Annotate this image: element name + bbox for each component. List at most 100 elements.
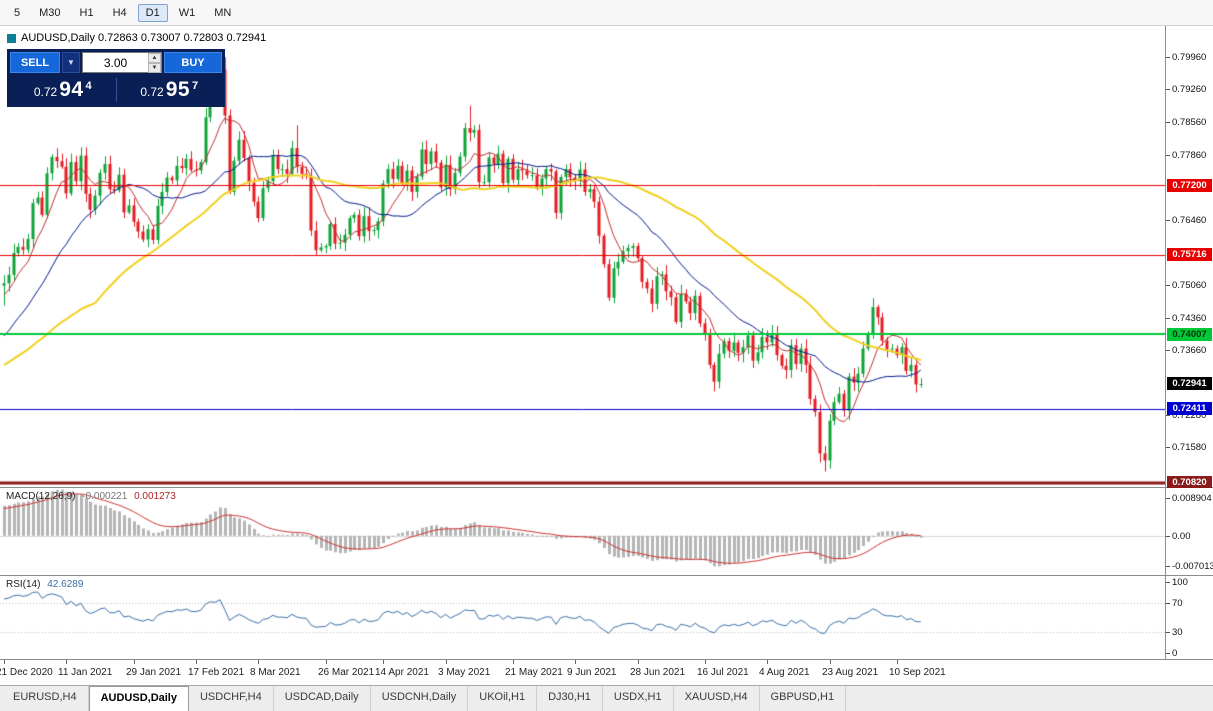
axis-tick-label: 0.71580 [1172, 442, 1207, 453]
date-label: 28 Jun 2021 [630, 667, 686, 678]
rsi-axis[interactable]: 100 70 30 0 [1165, 576, 1213, 659]
volume-decrease-button[interactable]: ▼ [148, 63, 161, 73]
date-tick-mark [638, 660, 639, 664]
axis-tick-mark [1166, 220, 1170, 221]
date-label: 29 Jan 2021 [126, 667, 182, 678]
axis-tick-mark [1166, 603, 1170, 604]
axis-tick-label: 70 [1172, 598, 1183, 609]
timeframe-button-h1[interactable]: H1 [79, 6, 94, 19]
timeframe-button-m30[interactable]: M30 [39, 6, 61, 19]
date-tick-mark [767, 660, 768, 664]
macd-canvas[interactable] [0, 488, 1165, 575]
date-tick-mark [575, 660, 576, 664]
axis-tick-label: 0.008904 [1172, 493, 1212, 504]
timeframe-button-h4[interactable]: H4 [112, 6, 127, 19]
axis-tick-label: 100 [1172, 577, 1188, 588]
date-label: 17 Feb 2021 [188, 667, 245, 678]
macd-pane: MACD(12,26,9) -0.000221 0.001273 0.00890… [0, 488, 1213, 576]
bid-prefix: 0.72 [33, 84, 58, 99]
date-tick-mark [446, 660, 447, 664]
chart-title-text: AUDUSD,Daily 0.72863 0.73007 0.72803 0.7… [21, 32, 267, 44]
chart-tabbar: EURUSD,H4 AUDUSD,Daily USDCHF,H4 USDCAD,Dai… [0, 685, 1213, 711]
ask-big-digits: 95 [165, 77, 191, 101]
buy-button[interactable]: BUY [164, 52, 222, 73]
price-level-flag: 0.72941 [1167, 377, 1212, 390]
volume-input[interactable] [83, 53, 148, 72]
volume-increase-button[interactable]: ▲ [148, 53, 161, 63]
date-tick-mark [830, 660, 831, 664]
date-label: 14 Apr 2021 [375, 667, 429, 678]
rsi-canvas[interactable] [0, 576, 1165, 659]
axis-tick-label: 0.78560 [1172, 117, 1207, 128]
symbol-marker-icon [7, 33, 16, 43]
date-tick-mark [326, 660, 327, 664]
rsi-name: RSI(14) [6, 579, 41, 590]
price-level-flag: 0.77200 [1167, 179, 1212, 192]
macd-axis[interactable]: 0.008904 0.00 -0.007013 [1165, 488, 1213, 575]
date-tick-mark [66, 660, 67, 664]
chart-tab-usdcnh-daily[interactable]: USDCNH,Daily [371, 686, 469, 711]
date-label: 23 Aug 2021 [822, 667, 879, 678]
timeframe-button-w1[interactable]: W1 [178, 6, 196, 19]
date-label: 10 Sep 2021 [889, 667, 946, 678]
price-divider [115, 77, 117, 102]
price-axis[interactable]: 0.79960 0.79260 0.78560 0.77860 0.76460 0.750… [1165, 26, 1213, 489]
chart-tab-xauusd-h4[interactable]: XAUUSD,H4 [674, 686, 760, 711]
axis-tick-mark [1166, 582, 1170, 583]
date-label: 9 Jun 2021 [567, 667, 617, 678]
axis-tick-label: 0.79960 [1172, 52, 1207, 63]
axis-tick-mark [1166, 632, 1170, 633]
date-label: 4 Aug 2021 [759, 667, 810, 678]
date-tick-mark [134, 660, 135, 664]
sell-button[interactable]: SELL [10, 52, 60, 73]
axis-tick-mark [1166, 447, 1170, 448]
chart-tab-usdcad-daily[interactable]: USDCAD,Daily [274, 686, 371, 711]
one-click-trading-panel: SELL ▼ ▲ ▼ BUY 0.72 94 4 [7, 49, 225, 107]
axis-tick-mark [1166, 536, 1170, 537]
date-tick-mark [258, 660, 259, 664]
axis-tick-label: 0.77860 [1172, 150, 1207, 161]
main-chart-pane: AUDUSD,Daily 0.72863 0.73007 0.72803 0.7… [0, 26, 1213, 489]
axis-tick-mark [1166, 89, 1170, 90]
chart-tab-usdchf-h4[interactable]: USDCHF,H4 [189, 686, 274, 711]
caret-down-icon: ▼ [67, 58, 75, 67]
date-label: 21 May 2021 [505, 667, 563, 678]
date-axis[interactable]: 21 Dec 2020 11 Jan 2021 29 Jan 2021 17 Feb … [0, 660, 1213, 685]
timeframe-button-mn[interactable]: MN [214, 6, 232, 19]
date-tick-mark [4, 660, 5, 664]
rsi-value: 42.6289 [47, 579, 84, 590]
bid-big-digits: 94 [59, 77, 84, 101]
date-tick-mark [196, 660, 197, 664]
axis-tick-mark [1166, 57, 1170, 58]
chart-tab-audusd-daily[interactable]: AUDUSD,Daily [88, 686, 189, 711]
price-level-flag: 0.75716 [1167, 248, 1212, 261]
axis-tick-label: 0.79260 [1172, 84, 1207, 95]
chart-tab-usdx-h1[interactable]: USDX,H1 [603, 686, 674, 711]
price-level-flag: 0.70820 [1167, 476, 1212, 489]
ask-price: 0.72 95 7 [117, 78, 223, 102]
timeframe-button-5[interactable]: 5 [14, 6, 21, 19]
ask-prefix: 0.72 [140, 84, 164, 99]
date-label: 3 May 2021 [438, 667, 491, 678]
axis-tick-label: -0.007013 [1172, 561, 1213, 572]
volume-dropdown-button[interactable]: ▼ [62, 52, 80, 73]
macd-label: MACD(12,26,9) -0.000221 0.001273 [6, 491, 176, 502]
chart-area: AUDUSD,Daily 0.72863 0.73007 0.72803 0.7… [0, 26, 1213, 685]
axis-tick-mark [1166, 350, 1170, 351]
axis-tick-mark [1166, 122, 1170, 123]
date-label: 11 Jan 2021 [58, 667, 113, 678]
chart-tab-ukoil-h1[interactable]: UKOil,H1 [468, 686, 538, 711]
timeframe-button-d1[interactable]: D1 [137, 3, 168, 22]
rsi-label: RSI(14) 42.6289 [6, 579, 83, 590]
chart-tab-dj30-h1[interactable]: DJ30,H1 [537, 686, 603, 711]
price-level-flag: 0.74007 [1167, 328, 1212, 341]
bid-price: 0.72 94 4 [10, 78, 116, 102]
date-label: 8 Mar 2021 [250, 667, 301, 678]
macd-main-value: -0.000221 [82, 491, 128, 502]
timeframe-toolbar: 5 M30 H1 H4 D1 W1 MN [0, 0, 1213, 26]
volume-stepper: ▲ ▼ [148, 53, 161, 73]
price-level-flag: 0.72411 [1167, 402, 1212, 415]
chart-tab-gbpusd-h1[interactable]: GBPUSD,H1 [760, 686, 847, 711]
chart-tab-eurusd-h4[interactable]: EURUSD,H4 [2, 686, 89, 711]
axis-tick-label: 0.74360 [1172, 313, 1207, 324]
